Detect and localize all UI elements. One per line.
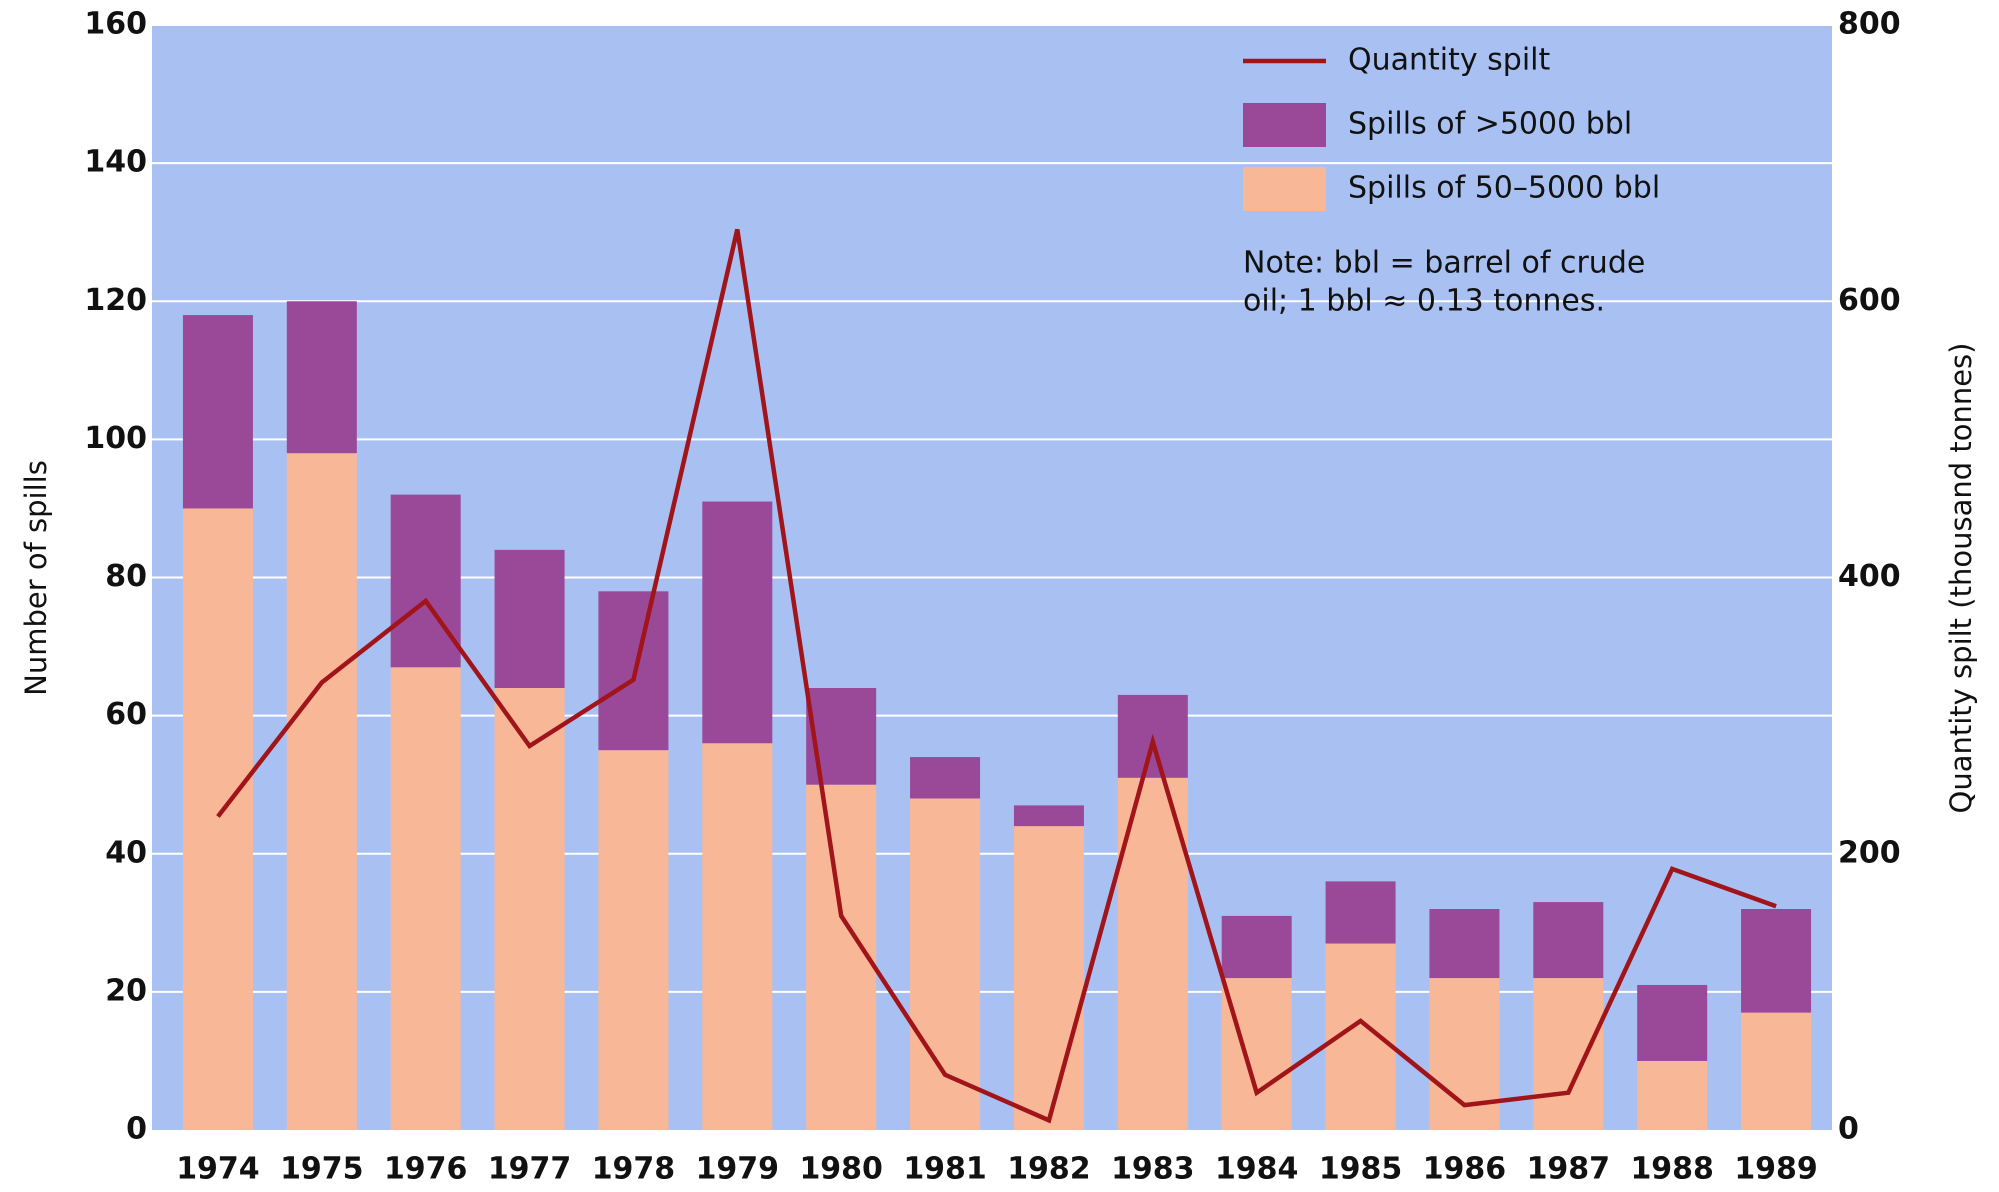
legend-label: Spills of 50–5000 bbl bbox=[1348, 171, 1660, 206]
bar-segment bbox=[1429, 909, 1500, 979]
y2-tick-label: 600 bbox=[1838, 283, 1901, 318]
legend-label: Quantity spilt bbox=[1348, 43, 1551, 78]
y2-tick-label: 800 bbox=[1838, 7, 1901, 42]
x-tick-label: 1979 bbox=[696, 1152, 780, 1187]
bar-segment bbox=[1013, 805, 1084, 827]
bar-segment bbox=[286, 301, 357, 454]
bar-segment bbox=[494, 688, 565, 1130]
bar-segment bbox=[598, 750, 669, 1130]
y-tick-label: 80 bbox=[105, 559, 147, 594]
bar-segment bbox=[1637, 1060, 1708, 1130]
bar-segment bbox=[702, 501, 773, 744]
line-series bbox=[216, 228, 1777, 1124]
y-tick-label: 40 bbox=[105, 835, 147, 870]
bar-segment bbox=[1533, 902, 1604, 979]
y2-axis-title: Quantity spilt (thousand tonnes) bbox=[1944, 343, 1978, 814]
x-tick-label: 1975 bbox=[280, 1152, 364, 1187]
y-tick-label: 120 bbox=[84, 283, 147, 318]
bar-segment bbox=[182, 315, 253, 509]
x-tick-label: 1974 bbox=[176, 1152, 260, 1187]
note: oil; 1 bbl ≈ 0.13 tonnes. bbox=[1243, 284, 1605, 319]
bar-segment bbox=[910, 757, 981, 799]
x-tick-label: 1986 bbox=[1423, 1152, 1507, 1187]
bar-segment bbox=[910, 798, 981, 1130]
y-tick-label: 0 bbox=[126, 1112, 147, 1147]
bar-segment bbox=[390, 667, 461, 1130]
y2-tick-label: 400 bbox=[1838, 559, 1901, 594]
bar-segment bbox=[390, 494, 461, 668]
bar-segment bbox=[494, 549, 565, 688]
y-tick-label: 160 bbox=[84, 7, 147, 42]
x-tick-label: 1977 bbox=[488, 1152, 572, 1187]
bar-segment bbox=[1013, 826, 1084, 1130]
bar-segment bbox=[1221, 915, 1292, 979]
y-axis-title: Number of spills bbox=[19, 460, 53, 696]
x-tick-label: 1989 bbox=[1734, 1152, 1818, 1187]
x-tick-label: 1981 bbox=[903, 1152, 987, 1187]
x-tick-label: 1983 bbox=[1111, 1152, 1195, 1187]
x-tick-label: 1985 bbox=[1319, 1152, 1403, 1187]
y-tick-label: 20 bbox=[105, 973, 147, 1008]
y2-tick-label: 0 bbox=[1838, 1112, 1859, 1147]
x-tick-label: 1978 bbox=[592, 1152, 676, 1187]
bar-segment bbox=[806, 784, 877, 1130]
bar-segment bbox=[702, 743, 773, 1130]
y2-tick-label: 200 bbox=[1838, 835, 1901, 870]
x-tick-label: 1984 bbox=[1215, 1152, 1299, 1187]
note: Note: bbl = barrel of crude bbox=[1243, 246, 1645, 281]
bar-segment bbox=[1741, 1012, 1812, 1130]
x-tick-label: 1980 bbox=[799, 1152, 883, 1187]
y-tick-label: 140 bbox=[84, 145, 147, 180]
bar-segment bbox=[1741, 909, 1812, 1013]
bar-segment bbox=[1637, 984, 1708, 1061]
x-tick-label: 1976 bbox=[384, 1152, 468, 1187]
bar-segment bbox=[1117, 777, 1188, 1130]
x-tick-label: 1987 bbox=[1527, 1152, 1611, 1187]
bar-segment bbox=[1533, 978, 1604, 1130]
legend-swatch bbox=[1243, 167, 1326, 211]
legend-swatch bbox=[1243, 103, 1326, 147]
y-tick-label: 60 bbox=[105, 697, 147, 732]
bar-segment bbox=[182, 508, 253, 1130]
bar-segment bbox=[806, 688, 877, 785]
bar-segment bbox=[1221, 978, 1292, 1130]
bar-segment bbox=[286, 453, 357, 1130]
legend-label: Spills of >5000 bbl bbox=[1348, 107, 1632, 142]
bar-segment bbox=[1325, 881, 1396, 944]
y-tick-label: 100 bbox=[84, 421, 147, 456]
x-tick-label: 1988 bbox=[1630, 1152, 1714, 1187]
x-tick-label: 1982 bbox=[1007, 1152, 1091, 1187]
